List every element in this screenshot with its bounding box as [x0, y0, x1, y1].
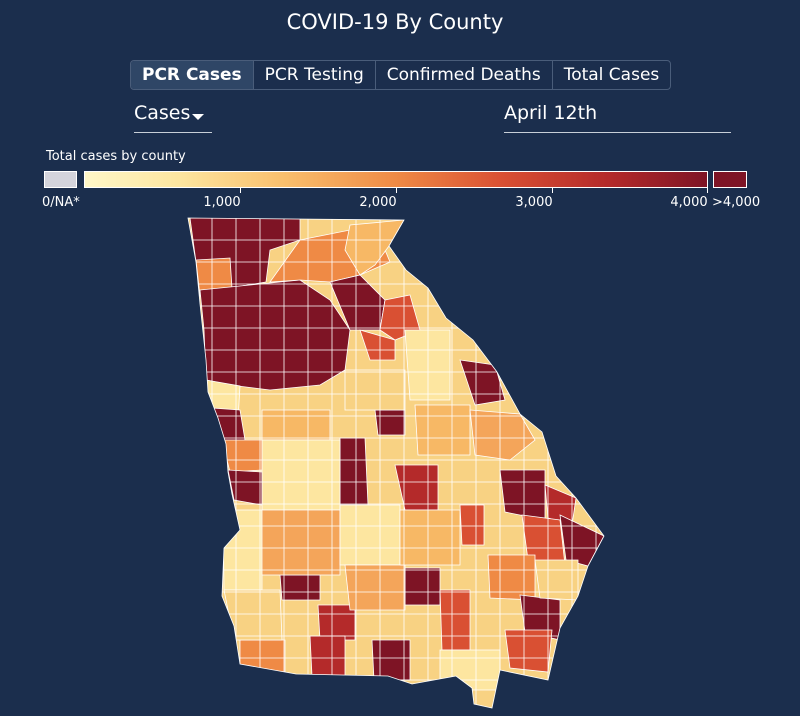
tab-pcr-testing[interactable]: PCR Testing [254, 61, 376, 89]
legend-tick-label-1000: 1,000 [203, 195, 241, 210]
county-region [344, 564, 406, 611]
county-region [317, 604, 356, 641]
county-region [339, 504, 401, 566]
county-region [399, 509, 461, 566]
county-region [223, 589, 283, 641]
county-region [222, 509, 263, 591]
tab-pcr-cases[interactable]: PCR Cases [131, 61, 254, 89]
legend-color-scale [84, 171, 708, 188]
legend-title: Total cases by county [46, 149, 186, 164]
tab-total-cases[interactable]: Total Cases [563, 65, 660, 85]
county-region [439, 589, 471, 651]
metric-dropdown[interactable]: Cases [134, 102, 212, 133]
page-title: COVID-19 By County [286, 10, 504, 34]
county-region [414, 404, 471, 456]
legend-tick [240, 188, 241, 193]
county-region [404, 567, 441, 606]
legend-na-label: 0/NA* [42, 195, 80, 210]
legend-tick [396, 188, 397, 193]
county-region [239, 639, 286, 673]
county-region [309, 635, 346, 677]
county-region [469, 409, 536, 461]
county-region [534, 559, 579, 601]
county-region [374, 409, 406, 436]
legend-max-swatch [713, 171, 747, 188]
county-region [279, 574, 321, 601]
county-region [499, 469, 546, 521]
county-region [261, 409, 331, 441]
county-region [459, 504, 485, 546]
county-region [261, 509, 341, 576]
legend-tick-label-2000: 2,000 [359, 195, 397, 210]
chevron-down-icon [192, 114, 204, 120]
county-region [439, 649, 501, 691]
legend-tick [707, 188, 708, 193]
metric-tabs: PCR Cases PCR Testing Confirmed Deaths T… [130, 60, 672, 90]
legend-tick-label-3000: 3,000 [515, 195, 553, 210]
date-selector-value: April 12th [504, 102, 598, 124]
metric-dropdown-value: Cases [134, 102, 191, 124]
legend-na-swatch [44, 171, 77, 188]
tab-confirmed-deaths[interactable]: Confirmed Deaths [376, 61, 553, 89]
county-region [404, 329, 451, 401]
date-selector[interactable]: April 12th [504, 102, 731, 133]
county-region [339, 437, 369, 506]
state-outline [187, 217, 605, 709]
county-region [261, 439, 341, 511]
county-region [211, 407, 246, 446]
county-region [344, 369, 406, 411]
legend-tick [552, 188, 553, 193]
legend-max-label: >4,000 [712, 195, 761, 210]
legend-tick-label-4000: 4,000 [670, 195, 708, 210]
county-region [487, 554, 536, 601]
georgia-county-map [187, 217, 605, 709]
